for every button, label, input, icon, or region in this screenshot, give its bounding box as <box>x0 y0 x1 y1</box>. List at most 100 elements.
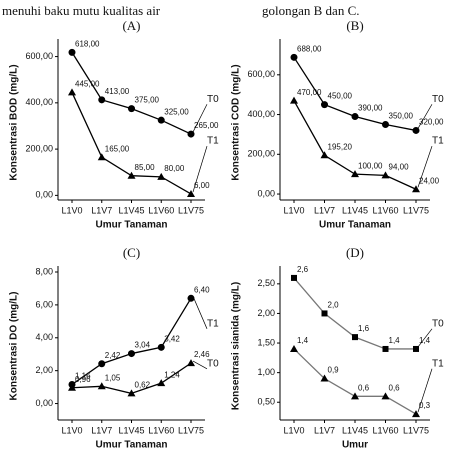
leader-line <box>192 145 208 193</box>
marker <box>187 359 195 367</box>
x-tick-label: L1V75 <box>403 425 429 435</box>
x-tick-label: L1V45 <box>118 205 144 215</box>
value-label: 80,00 <box>164 164 185 173</box>
value-label: 618,00 <box>75 40 100 49</box>
value-label: 265,00 <box>194 121 219 130</box>
marker <box>413 345 419 352</box>
value-label: 3,42 <box>164 334 180 343</box>
x-tick-label: L1V7 <box>314 425 335 435</box>
x-tick-label: L1V0 <box>61 205 82 215</box>
y-tick-label: 0,00 <box>35 398 53 408</box>
x-tick-label: L1V60 <box>148 425 174 435</box>
value-label: 1,4 <box>419 336 431 345</box>
marker <box>351 170 359 178</box>
value-label: 2,0 <box>328 301 340 310</box>
y-axis-label: Konsentrasi sianida (mg/L) <box>231 282 242 410</box>
marker <box>157 172 166 180</box>
value-label: 0,3 <box>419 401 431 410</box>
y-tick-label: 1,00 <box>257 367 275 377</box>
value-label: 24,00 <box>419 176 440 185</box>
y-tick-label: 0,00 <box>257 188 275 198</box>
y-axis-label: Konsentrasi DO (mg/L) <box>9 292 20 401</box>
value-label: 450,00 <box>328 92 353 101</box>
value-label: 470,00 <box>297 88 322 97</box>
value-label: 688,00 <box>297 44 322 53</box>
series-name: T1 <box>432 358 444 369</box>
panel-title: (D) <box>346 245 364 260</box>
marker <box>68 88 76 96</box>
value-label: 1,4 <box>389 336 401 345</box>
value-label: 413,00 <box>105 87 130 96</box>
marker <box>351 113 359 121</box>
marker <box>290 344 298 352</box>
y-tick-label: 2,00 <box>257 308 275 318</box>
y-tick-label: 4,00 <box>35 332 53 342</box>
marker <box>352 334 358 341</box>
value-label: 1,05 <box>105 373 121 382</box>
x-tick-label: L1V75 <box>178 425 204 435</box>
marker <box>382 345 389 352</box>
leader-line <box>417 145 433 188</box>
value-label: 165,00 <box>105 144 130 153</box>
x-tick-label: L1V45 <box>342 425 368 435</box>
leader-line <box>192 104 208 133</box>
x-axis-label: Umur Tanaman <box>319 220 391 231</box>
x-tick-label: L1V60 <box>372 425 398 435</box>
value-label: 6,00 <box>194 181 210 190</box>
leader-line <box>417 368 433 413</box>
series-name: T1 <box>207 318 219 329</box>
x-tick-label: L1V7 <box>91 425 112 435</box>
y-tick-label: 2,50 <box>257 278 275 288</box>
y-tick-label: 600,00 <box>247 69 275 79</box>
series-line <box>293 348 417 415</box>
series-line <box>71 52 192 135</box>
y-tick-label: 0,00 <box>35 190 53 200</box>
y-axis-label: Konsentrasi BOD (mg/L) <box>9 64 20 180</box>
marker <box>412 410 420 418</box>
marker <box>321 310 328 317</box>
value-label: 320,00 <box>419 118 444 127</box>
y-tick-label: 600,00 <box>25 51 53 61</box>
series-name: T0 <box>432 94 444 105</box>
y-tick-label: 0,50 <box>257 397 275 407</box>
value-label: 3,04 <box>135 341 151 350</box>
marker <box>68 383 76 391</box>
header-text: golongan B dan C. <box>262 3 360 18</box>
value-label: 2,46 <box>194 350 210 359</box>
marker <box>187 189 195 197</box>
value-label: 195,20 <box>328 142 353 151</box>
series-name: T0 <box>207 358 219 369</box>
marker <box>320 374 329 382</box>
marker <box>68 48 76 56</box>
series-name: T0 <box>207 94 219 105</box>
value-label: 6,40 <box>194 285 210 294</box>
marker <box>381 171 390 179</box>
marker <box>412 185 420 193</box>
leader-line <box>192 360 208 370</box>
x-tick-label: L1V60 <box>148 205 174 215</box>
marker <box>128 105 135 113</box>
value-label: 1,4 <box>297 336 309 345</box>
panel-title: (A) <box>122 18 140 33</box>
x-axis-label: Umur Tanaman <box>95 440 167 451</box>
y-tick-label: 200,00 <box>25 143 53 153</box>
value-label: 1,6 <box>358 324 370 333</box>
x-tick-label: L1V60 <box>372 205 398 215</box>
value-label: 0,62 <box>135 380 151 389</box>
x-tick-label: L1V75 <box>403 205 429 215</box>
y-tick-label: 1,50 <box>257 337 275 347</box>
value-label: 1,24 <box>164 370 180 379</box>
panel-title: (C) <box>123 245 140 260</box>
marker <box>291 274 297 281</box>
value-label: 375,00 <box>135 96 160 105</box>
value-label: 2,42 <box>105 351 121 360</box>
x-tick-label: L1V45 <box>342 205 368 215</box>
value-label: 390,00 <box>358 104 383 113</box>
y-tick-label: 8,00 <box>35 266 53 276</box>
x-tick-label: L1V7 <box>314 205 335 215</box>
marker <box>320 151 329 159</box>
x-tick-label: L1V0 <box>61 425 82 435</box>
value-label: 0,6 <box>358 383 370 392</box>
marker <box>290 96 298 104</box>
series-name: T1 <box>207 136 219 147</box>
